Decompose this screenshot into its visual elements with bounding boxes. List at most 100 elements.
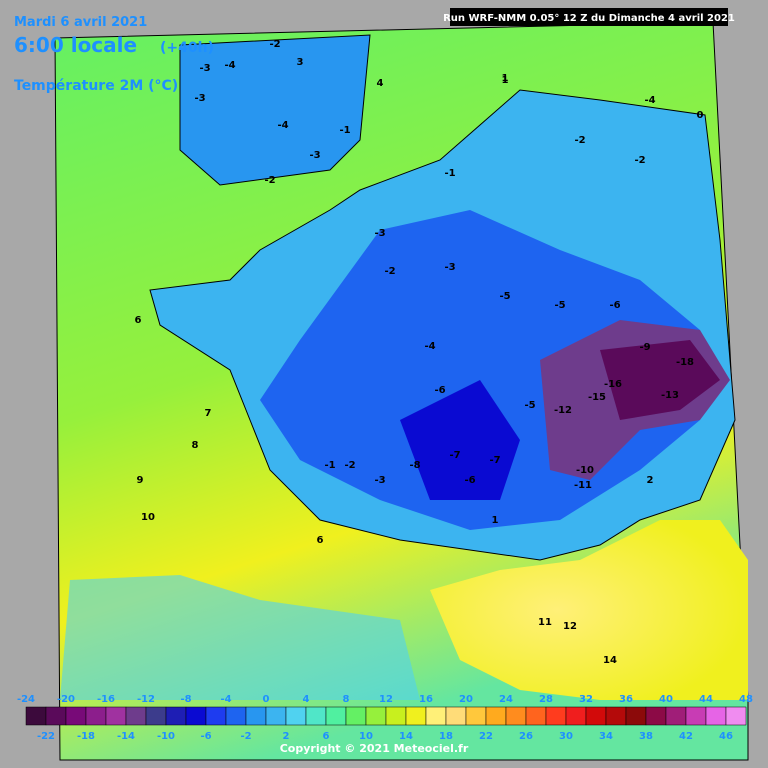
color-swatch	[225, 706, 247, 726]
scale-label-top: 28	[539, 694, 553, 705]
color-swatch	[525, 706, 547, 726]
contour-label: -3	[194, 93, 205, 104]
contour-label: 10	[141, 512, 155, 523]
contour-label: -11	[574, 480, 592, 491]
contour-label: -15	[588, 392, 606, 403]
contour-label: -16	[604, 379, 622, 390]
contour-label: -5	[499, 291, 510, 302]
contour-label: -3	[444, 262, 455, 273]
contour-label: -3	[309, 150, 320, 161]
color-swatch	[485, 706, 507, 726]
scale-label-top: 44	[699, 694, 713, 705]
scale-label-bottom: 14	[399, 731, 413, 742]
run-box	[450, 8, 728, 26]
contour-label: -5	[524, 400, 535, 411]
contour-label: -10	[576, 465, 594, 476]
contour-labels: -3 -2 -4 -3 4 1 -2 -1 -3 -4 -2 -4 -3 -2 -3 -5 -5 -6 -4 -6 -7…	[135, 39, 704, 666]
contour-label: -5	[554, 300, 565, 311]
very-cold-zone	[400, 380, 520, 500]
color-swatch	[165, 706, 187, 726]
date: Mardi 6 avril 2021	[14, 15, 147, 30]
spain	[60, 575, 420, 700]
scale-label-bottom: -22	[37, 731, 55, 742]
color-swatch	[205, 706, 227, 726]
contour-label: 1	[502, 75, 509, 86]
contour-label: -18	[676, 357, 694, 368]
contour-label: -13	[661, 390, 679, 401]
color-swatch	[365, 706, 387, 726]
color-swatch	[405, 706, 427, 726]
scale-label-bottom: -14	[117, 731, 135, 742]
scale-label-bottom: -6	[200, 731, 211, 742]
scale-label-top: 36	[619, 694, 633, 705]
parameter: Température 2M (°C)	[14, 78, 178, 94]
color-swatch	[265, 706, 287, 726]
color-swatch	[685, 706, 707, 726]
contour-label: -1	[339, 125, 350, 136]
scale-label-bottom: 46	[719, 731, 733, 742]
alps-peak	[600, 340, 720, 420]
scale-label-top: 48	[739, 694, 753, 705]
color-swatch	[345, 706, 367, 726]
color-swatch	[505, 706, 527, 726]
contour-label: 6	[317, 535, 324, 546]
scale-label-top: 40	[659, 694, 673, 705]
contour-label: -8	[409, 460, 420, 471]
contour-label: -7	[489, 455, 500, 466]
contour-label: 2	[647, 475, 654, 486]
scale-label-top: -12	[137, 694, 155, 705]
contour-label: -9	[639, 342, 650, 353]
contour-label: -4	[424, 341, 435, 352]
color-swatch	[145, 706, 167, 726]
contour-label: -6	[464, 475, 475, 486]
scale-label-top: -4	[220, 694, 231, 705]
scale-label-top: 20	[459, 694, 473, 705]
scale-label-bottom: 26	[519, 731, 533, 742]
uk	[179, 34, 371, 186]
contour-label: 14	[603, 655, 617, 666]
color-swatch	[465, 706, 487, 726]
contour-label: 0	[697, 110, 704, 121]
color-swatch	[125, 706, 147, 726]
contour-label: -1	[324, 460, 335, 471]
scale-label-bottom: 22	[479, 731, 493, 742]
color-swatch	[65, 706, 87, 726]
color-swatch	[605, 706, 627, 726]
contour-label: -4	[277, 120, 288, 131]
run: Run WRF-NMM 0.05° 12 Z du Dimanche 4 avr…	[443, 13, 735, 24]
contour-label: 11	[538, 617, 552, 628]
contour-label: -4	[644, 95, 655, 106]
color-swatch	[585, 706, 607, 726]
color-swatch	[25, 706, 47, 726]
scale-label-top: -20	[57, 694, 75, 705]
scale-label-top: -24	[17, 694, 35, 705]
scale-label-top: 12	[379, 694, 393, 705]
contour-label: 6	[135, 315, 142, 326]
color-swatch	[185, 706, 207, 726]
contour-label: -7	[449, 450, 460, 461]
contour-label: 1	[502, 73, 509, 84]
contour-label: -2	[634, 155, 645, 166]
contour-label: 7	[205, 408, 212, 419]
scale-label-bottom: 18	[439, 731, 453, 742]
time: 6:00 locale	[14, 33, 137, 57]
scale-label-bottom: 2	[283, 731, 290, 742]
copyright: Copyright © 2021 Meteociel.fr	[280, 742, 469, 755]
color-swatch	[45, 706, 67, 726]
contour-label: 9	[137, 475, 144, 486]
color-swatch	[425, 706, 447, 726]
scale-label-bottom: 30	[559, 731, 573, 742]
color-swatch	[665, 706, 687, 726]
color-swatch	[385, 706, 407, 726]
contour-label: -3	[374, 475, 385, 486]
scale-label-bottom: 10	[359, 731, 373, 742]
contour-label: 12	[563, 621, 577, 632]
scale-label-bottom: -2	[240, 731, 251, 742]
contour-label: -2	[574, 135, 585, 146]
color-swatch	[705, 706, 727, 726]
contour-label: -12	[554, 405, 572, 416]
contour-label: -2	[269, 39, 280, 50]
lead: (+40h)	[160, 40, 214, 56]
color-swatch	[285, 706, 307, 726]
